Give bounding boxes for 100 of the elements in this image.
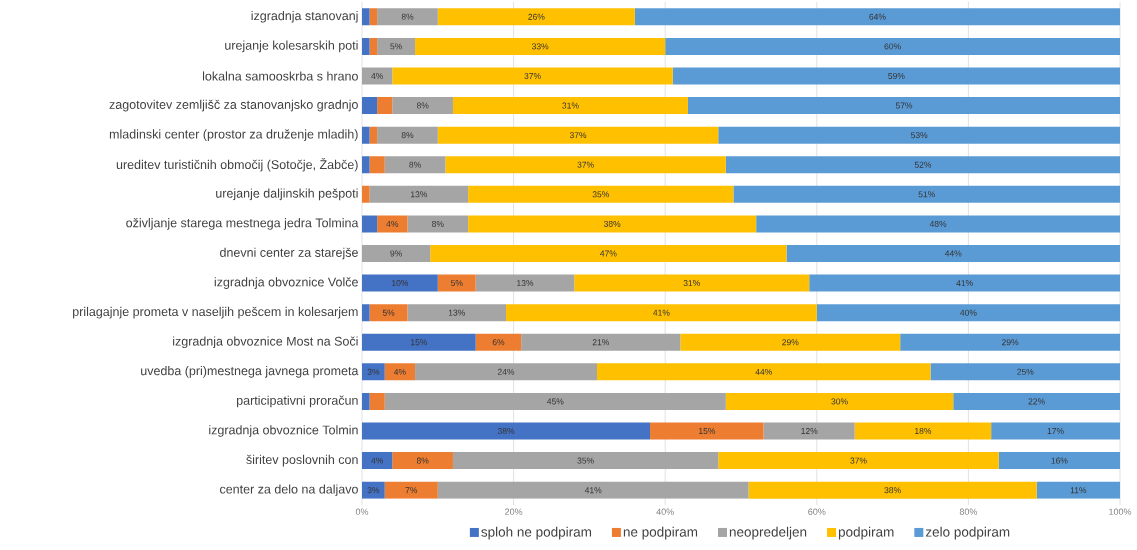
data-label: 44% <box>755 368 772 375</box>
bar <box>377 97 393 115</box>
data-label: 4% <box>386 220 399 227</box>
bar <box>407 215 469 233</box>
data-label: 11% <box>1070 487 1087 494</box>
bar <box>854 422 992 440</box>
bar <box>953 392 1120 410</box>
bar <box>362 481 385 499</box>
bar <box>369 392 385 410</box>
data-label: 15% <box>410 339 428 346</box>
y-tick-label: lokalna samooskrba s hrano <box>202 71 358 81</box>
x-tick-label: 60% <box>808 508 826 515</box>
data-label: 47% <box>600 250 617 257</box>
data-label: 60% <box>884 43 901 50</box>
bar <box>437 126 719 144</box>
data-label: 3% <box>367 368 380 375</box>
bar <box>362 156 370 174</box>
data-label: 17% <box>1047 428 1064 434</box>
data-label: 5% <box>390 43 402 50</box>
bar <box>468 215 757 233</box>
bar <box>377 37 416 55</box>
data-label: 31% <box>562 102 579 109</box>
data-label: 48% <box>929 220 947 227</box>
bar <box>718 452 999 470</box>
y-tick-label: izgradnja obvoznice Tolmin <box>209 425 358 437</box>
bar <box>384 481 438 499</box>
bar <box>725 156 1120 174</box>
bar <box>437 481 749 499</box>
x-tick-label: 20% <box>505 508 523 515</box>
legend-label: neopredeljen <box>729 526 807 540</box>
data-label: 8% <box>432 220 444 227</box>
bar <box>452 97 688 115</box>
x-tick-label: 80% <box>959 508 978 515</box>
bar <box>521 333 681 351</box>
bar <box>718 126 1120 144</box>
bar <box>362 363 385 381</box>
bar <box>392 97 453 115</box>
data-label: 18% <box>915 428 932 435</box>
bar <box>786 245 1120 263</box>
bar <box>756 215 1120 233</box>
data-label: 21% <box>592 339 609 346</box>
bar <box>362 304 370 322</box>
bar <box>725 392 954 410</box>
legend-label: zelo podpiram <box>925 526 1010 540</box>
bar <box>672 67 1120 85</box>
y-tick-label: center za delo na daljavo <box>220 484 358 497</box>
bar <box>384 392 726 410</box>
data-label: 5% <box>382 309 395 316</box>
bar <box>445 156 726 174</box>
bar <box>680 333 901 351</box>
data-label: 41% <box>584 487 602 494</box>
data-label: 37% <box>850 457 867 464</box>
bar <box>369 8 378 26</box>
bar <box>362 215 378 233</box>
bar <box>506 304 817 322</box>
bar <box>377 8 438 26</box>
data-label: 45% <box>546 398 564 405</box>
y-tick-label: urejanje kolesarskih poti <box>225 40 358 53</box>
data-label: 37% <box>524 72 541 79</box>
bar <box>596 363 931 381</box>
bar <box>452 452 719 470</box>
bar <box>687 97 1120 115</box>
data-label: 6% <box>492 339 505 346</box>
y-tick-label: izgradnja obvoznice Most na Soči <box>173 336 358 349</box>
data-label: 37% <box>569 132 587 139</box>
data-label: 4% <box>371 457 384 464</box>
data-label: 25% <box>1017 368 1034 375</box>
bar <box>816 304 1120 322</box>
bar <box>665 37 1120 55</box>
data-label: 8% <box>401 13 414 20</box>
bar <box>362 8 370 26</box>
y-tick-label: ureditev turističnih območij (Sotočje, Žabče) <box>116 157 358 172</box>
bar <box>437 274 476 292</box>
bar <box>362 97 378 115</box>
bar <box>468 185 734 203</box>
bar <box>763 422 855 440</box>
data-label: 22% <box>1028 398 1045 405</box>
data-label: 8% <box>409 161 421 168</box>
bar <box>362 274 438 292</box>
data-label: 57% <box>895 102 913 109</box>
data-label: 38% <box>603 220 621 227</box>
bar <box>475 274 575 292</box>
x-tick-label: 100% <box>1109 508 1132 515</box>
data-label: 37% <box>577 161 594 168</box>
data-label: 7% <box>405 487 418 494</box>
data-label: 12% <box>801 428 818 435</box>
bar <box>377 126 438 144</box>
data-label: 30% <box>831 398 848 405</box>
bar <box>748 481 1037 499</box>
data-label: 26% <box>528 13 545 20</box>
bar <box>392 452 453 470</box>
data-label: 8% <box>416 457 429 464</box>
data-label: 38% <box>884 487 901 494</box>
y-tick-label: dnevni center za starejše <box>220 247 358 260</box>
bar <box>362 422 651 440</box>
bar <box>407 304 507 322</box>
bar <box>900 333 1120 351</box>
bar <box>369 156 385 174</box>
y-tick-label: zagotovitev zemljišč za stanovanjsko gradnjo <box>109 99 358 112</box>
y-tick-label: urejanje daljinskih pešpoti <box>216 188 358 201</box>
